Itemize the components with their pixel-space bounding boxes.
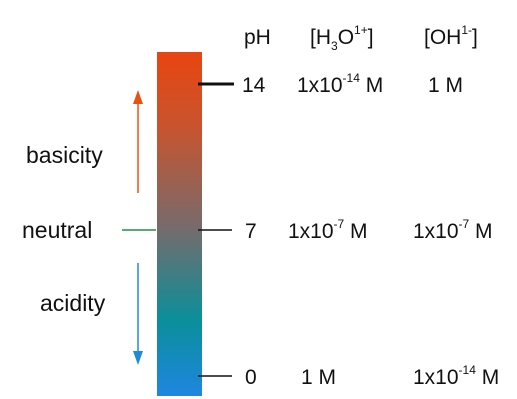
basicity-arrow (133, 90, 143, 193)
ph-gradient-bar (157, 52, 202, 396)
row-14-oh: 1 M (428, 74, 463, 97)
header-oh: [OH1-] (424, 23, 478, 49)
neutral-label: neutral (22, 217, 92, 243)
row-7-ph: 7 (245, 220, 257, 243)
row-0-oh: 1x10-14 M (413, 363, 499, 389)
header-ph: pH (244, 26, 271, 49)
acidity-label: acidity (40, 290, 106, 316)
row-7-oh: 1x10-7 M (413, 217, 493, 243)
row-0-ph: 0 (245, 366, 257, 389)
row-0-h3o: 1 M (301, 366, 336, 389)
row-14-ph: 14 (242, 74, 266, 97)
row-7-h3o: 1x10-7 M (288, 217, 368, 243)
acidity-arrow (133, 263, 143, 365)
basicity-label: basicity (26, 142, 103, 168)
header-h3o: [H3O1+] (310, 23, 374, 53)
row-14-h3o: 1x10-14 M (297, 71, 383, 97)
